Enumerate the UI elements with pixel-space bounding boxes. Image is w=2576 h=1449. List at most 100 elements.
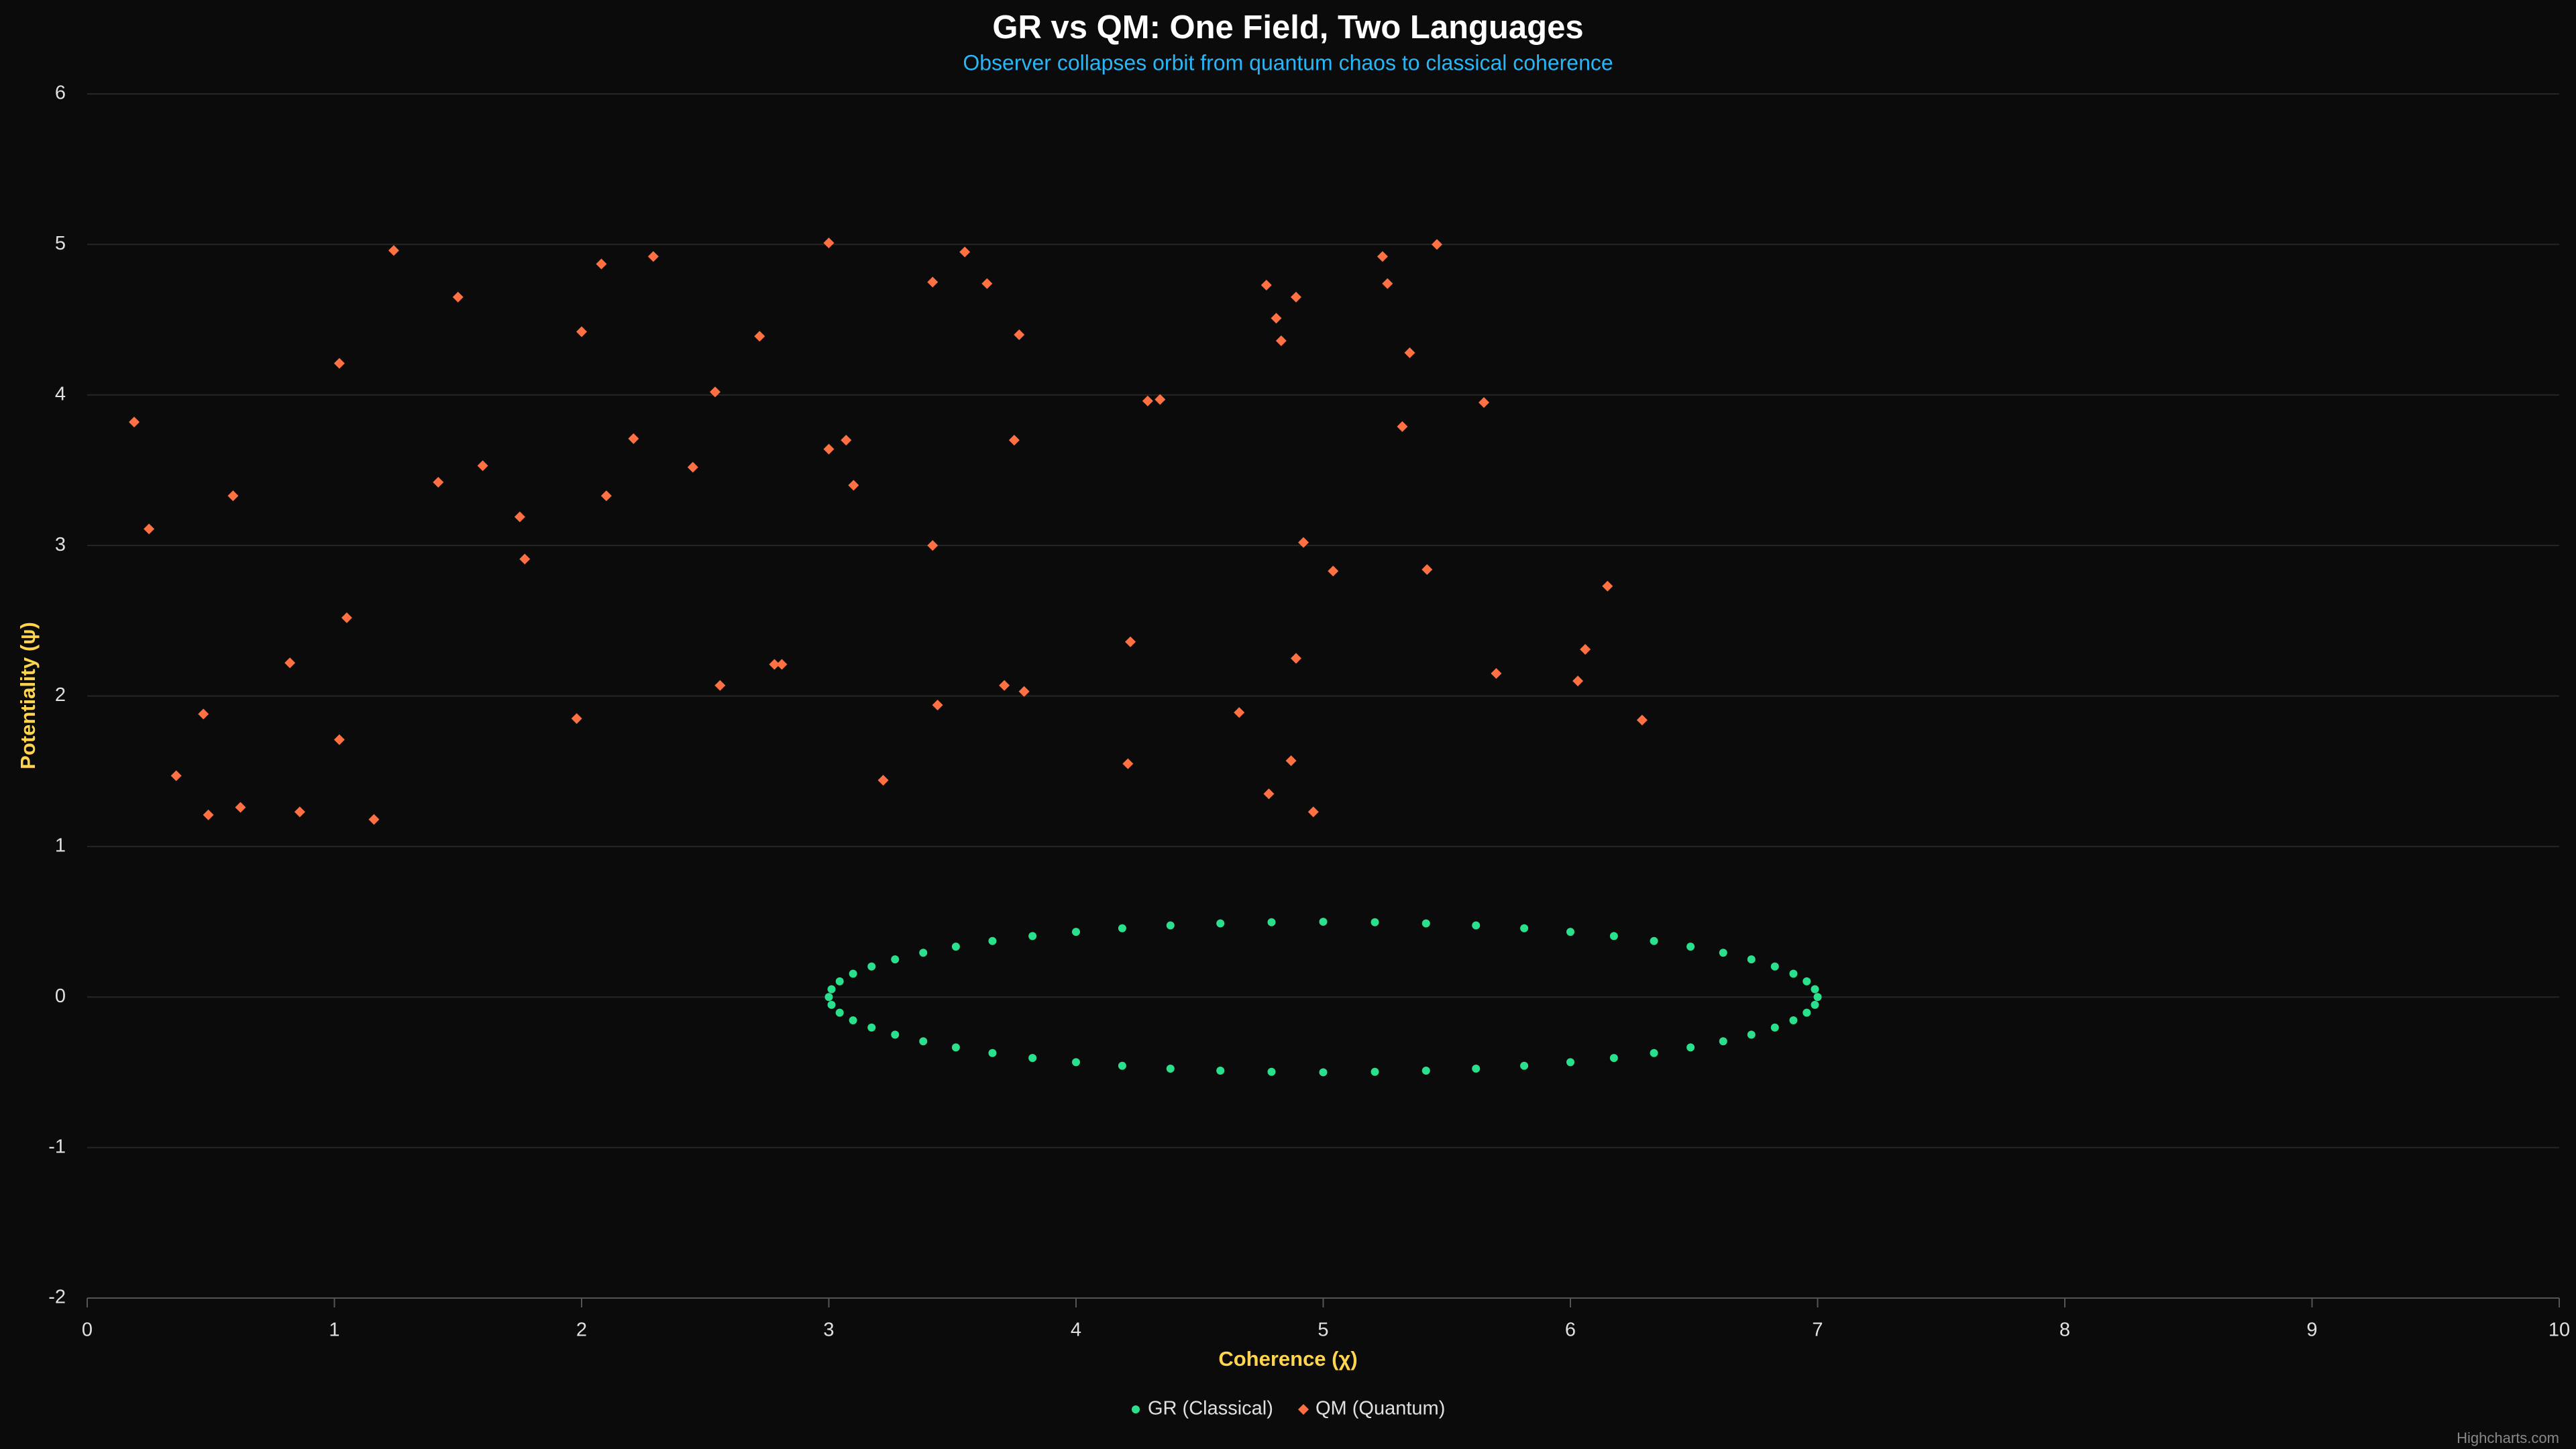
data-point: [835, 1008, 844, 1017]
data-point: [1216, 1066, 1225, 1075]
data-point: [1719, 1037, 1727, 1046]
data-point: [1267, 918, 1276, 926]
y-tick-label: 0: [55, 985, 66, 1007]
data-point: [1650, 936, 1658, 945]
data-point: [1397, 421, 1408, 432]
legend-marker: [1298, 1404, 1309, 1415]
data-point: [1267, 1067, 1276, 1076]
data-point: [1719, 949, 1727, 957]
data-point: [1479, 396, 1490, 408]
x-axis-title: Coherence (χ): [1218, 1347, 1357, 1371]
data-point: [1520, 1061, 1529, 1070]
data-point: [1491, 667, 1502, 679]
y-tick-label: 1: [55, 835, 66, 857]
y-tick-label: 2: [55, 684, 66, 706]
data-point: [1155, 394, 1166, 405]
data-point: [1072, 1058, 1080, 1067]
data-point: [1580, 643, 1591, 655]
data-point: [170, 770, 182, 782]
data-point: [1028, 1054, 1037, 1063]
data-point: [1811, 1000, 1819, 1009]
legend-label: QM (Quantum): [1316, 1398, 1445, 1419]
data-point: [919, 949, 928, 957]
data-point: [1520, 924, 1529, 932]
data-point: [1118, 1061, 1126, 1070]
data-point: [647, 251, 659, 262]
y-tick-label: 6: [55, 83, 66, 104]
data-point: [1650, 1049, 1658, 1057]
data-point: [294, 806, 305, 818]
data-point: [1421, 564, 1433, 576]
data-point: [959, 246, 971, 258]
y-axis-title: Potentiality (ψ): [16, 622, 40, 769]
x-tick-label: 8: [2059, 1320, 2070, 1341]
data-point: [333, 358, 345, 369]
x-tick-label: 10: [2548, 1320, 2570, 1341]
data-point: [198, 708, 209, 720]
data-point: [1166, 1065, 1175, 1073]
data-point: [1566, 928, 1574, 936]
data-point: [891, 955, 900, 964]
chart-subtitle: Observer collapses orbit from quantum ch…: [963, 50, 1613, 74]
legend-marker: [1132, 1405, 1140, 1413]
data-point: [841, 435, 852, 446]
data-point: [849, 1016, 857, 1025]
data-point: [827, 1000, 836, 1009]
data-point: [1636, 714, 1648, 726]
data-point: [628, 433, 639, 444]
data-point: [1472, 921, 1481, 930]
data-point: [452, 291, 464, 303]
data-point: [1285, 755, 1297, 766]
data-point: [877, 775, 889, 786]
data-point: [1472, 1065, 1481, 1073]
data-point: [341, 612, 352, 623]
data-point: [867, 1023, 876, 1032]
data-point: [1125, 636, 1136, 647]
data-point: [927, 276, 938, 288]
data-point: [1566, 1058, 1574, 1067]
data-point: [514, 511, 525, 523]
data-point: [368, 814, 380, 825]
data-point: [1118, 924, 1126, 932]
data-point: [1319, 1068, 1328, 1077]
data-point: [951, 1043, 960, 1052]
data-point: [1319, 918, 1328, 926]
data-point: [1747, 955, 1756, 964]
data-point: [1421, 1066, 1430, 1075]
data-point: [477, 460, 488, 472]
data-point: [576, 326, 587, 337]
chart-title: GR vs QM: One Field, Two Languages: [992, 9, 1583, 46]
data-point: [1813, 993, 1822, 1002]
data-point: [203, 809, 214, 820]
data-point: [1122, 758, 1134, 769]
data-point: [835, 977, 844, 985]
data-point: [999, 680, 1010, 691]
data-point: [1371, 1067, 1379, 1076]
data-point: [519, 553, 531, 565]
data-point: [1290, 291, 1301, 303]
data-point: [129, 417, 140, 428]
data-point: [769, 659, 780, 670]
data-point: [932, 699, 943, 710]
y-tick-label: 4: [55, 383, 66, 405]
data-point: [600, 490, 612, 502]
data-point: [1028, 932, 1037, 941]
data-point: [1290, 653, 1301, 664]
data-point: [284, 657, 296, 669]
data-point: [754, 331, 765, 342]
credits: Highcharts.com: [2457, 1430, 2559, 1446]
data-point: [1811, 985, 1819, 994]
data-point: [1263, 788, 1275, 800]
x-tick-label: 1: [329, 1320, 339, 1341]
data-point: [1803, 1008, 1811, 1017]
data-point: [714, 680, 726, 691]
data-point: [1216, 919, 1225, 928]
data-point: [1382, 278, 1393, 289]
data-point: [1298, 537, 1309, 548]
data-point: [988, 936, 997, 945]
x-tick-label: 5: [1318, 1320, 1328, 1341]
data-point: [1432, 239, 1443, 250]
data-point: [596, 258, 607, 270]
data-point: [1018, 686, 1030, 697]
